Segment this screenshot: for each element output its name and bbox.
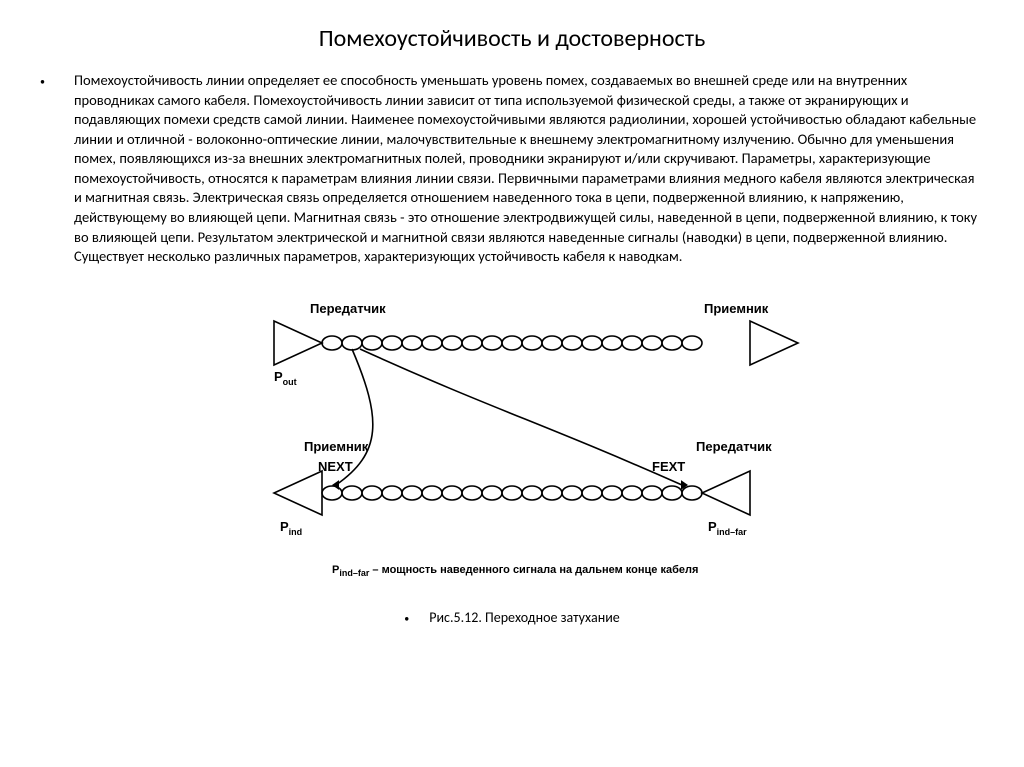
svg-text:FEXT: FEXT (652, 459, 685, 474)
svg-text:Pind–far – мощность наведенног: Pind–far – мощность наведенного сигнала … (332, 564, 698, 578)
bullet-icon: • (40, 77, 46, 87)
diagram-container: Передатчик Приемник Pout Приемник Передатчик… (40, 283, 984, 603)
svg-text:Приемник: Приемник (304, 439, 369, 454)
bullet-icon: • (404, 609, 409, 629)
page-title: Помехоустойчивость и достоверность (40, 24, 984, 53)
svg-text:NEXT: NEXT (318, 459, 353, 474)
svg-text:Pind–far: Pind–far (708, 519, 747, 537)
caption-row: • Рис.5.12. Переходное затухание (40, 609, 984, 629)
body-text: Помехоустойчивость линии определяет ее с… (74, 71, 984, 267)
svg-text:Pind: Pind (280, 519, 302, 537)
svg-text:Приемник: Приемник (704, 301, 769, 316)
svg-text:Передатчик: Передатчик (696, 439, 772, 454)
crosstalk-diagram: Передатчик Приемник Pout Приемник Передатчик… (202, 283, 822, 603)
body-paragraph-row: • Помехоустойчивость линии определяет ее… (40, 71, 984, 267)
svg-text:Передатчик: Передатчик (310, 301, 386, 316)
figure-caption: Рис.5.12. Переходное затухание (429, 609, 619, 629)
svg-text:Pout: Pout (274, 369, 297, 387)
